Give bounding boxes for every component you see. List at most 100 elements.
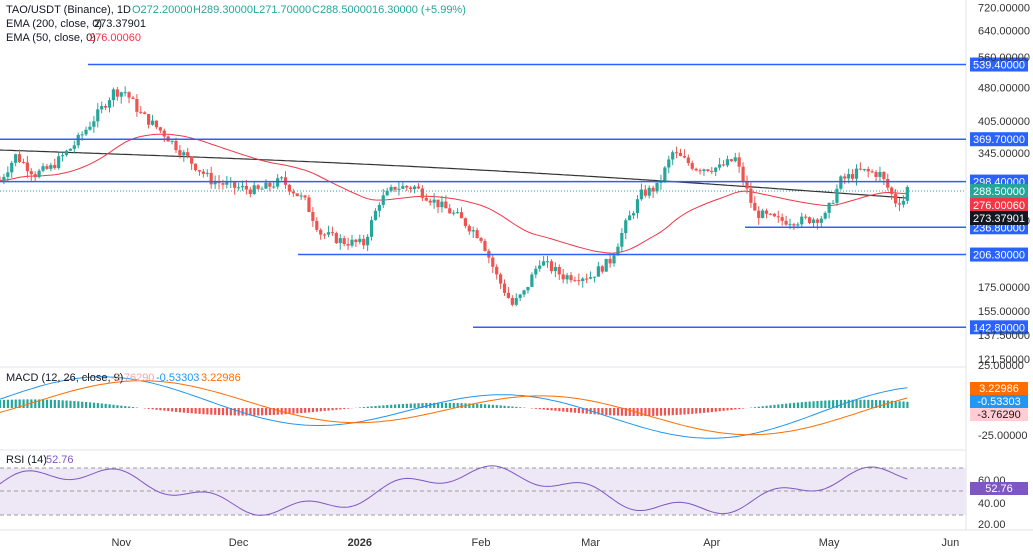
macd-hist-bar xyxy=(644,408,647,417)
macd-hist-bar xyxy=(679,408,682,415)
macd-hist-bar xyxy=(706,408,710,413)
candle-body xyxy=(60,155,65,157)
candle-body xyxy=(287,184,292,192)
level-tag-text: 206.30000 xyxy=(973,250,1025,262)
macd-hist-bar xyxy=(304,408,307,413)
candle-body xyxy=(573,280,577,282)
macd-hist-bar xyxy=(581,408,584,414)
macd-hist-bar xyxy=(800,402,803,408)
macd-hist-bar xyxy=(898,401,901,408)
macd-hist-bar xyxy=(264,408,268,416)
price-axis-tick: 720.00000 xyxy=(978,2,1030,14)
macd-hist-bar xyxy=(85,401,88,408)
macd-hist-bar xyxy=(875,400,878,408)
candle-body xyxy=(894,193,898,204)
level-tag-text: 539.40000 xyxy=(973,60,1025,72)
candle-body xyxy=(170,140,174,142)
legend-ema200-label: EMA (200, close, 0) xyxy=(6,18,102,30)
candle-body xyxy=(788,224,792,226)
candle-body xyxy=(878,171,882,177)
time-axis-label: May xyxy=(819,537,840,549)
macd-hist-bar xyxy=(440,402,444,408)
macd-tag-macd: -0.53303 xyxy=(970,395,1028,408)
candle-body xyxy=(800,216,804,225)
candle-body xyxy=(197,170,202,172)
candle-body xyxy=(147,114,151,125)
candle-body xyxy=(96,109,100,122)
macd-hist-bar xyxy=(851,399,854,408)
macd-hist-bar xyxy=(777,404,780,408)
candle-body xyxy=(882,171,886,179)
macd-hist-bar xyxy=(859,399,862,408)
candle-body xyxy=(522,290,526,295)
legend-low: L271.70000 xyxy=(253,4,311,16)
price-tag-ema200: 273.37901 xyxy=(970,211,1028,225)
macd-hist-bar xyxy=(726,408,729,411)
candle-body xyxy=(565,275,569,280)
macd-hist-bar xyxy=(202,408,205,415)
legend-change: 16.30000 (+5.99%) xyxy=(372,4,466,16)
macd-hist-bar xyxy=(315,408,318,412)
candle-body xyxy=(753,202,757,211)
candle-body xyxy=(92,121,96,127)
candle-body xyxy=(49,165,53,169)
macd-hist-bar xyxy=(452,402,455,408)
macd-hist-bar xyxy=(902,401,905,408)
candle-body xyxy=(694,168,698,171)
time-axis-label: Feb xyxy=(472,537,491,549)
macd-hist-bar xyxy=(894,400,897,408)
candle-body xyxy=(182,152,186,156)
candle-body xyxy=(299,195,303,197)
macd-hist-bar xyxy=(730,408,733,410)
candle-body xyxy=(475,230,479,239)
candle-body xyxy=(103,105,108,108)
candle-body xyxy=(244,185,248,190)
candle-body xyxy=(10,162,14,173)
macd-hist-bar xyxy=(855,399,858,408)
macd-hist-bar xyxy=(820,400,823,408)
macd-hist-bar xyxy=(331,408,334,411)
macd-hist-bar xyxy=(628,408,631,416)
candle-body xyxy=(725,159,730,166)
macd-hist-bar xyxy=(699,408,702,414)
rsi-tag: 52.76 xyxy=(970,482,1028,495)
price-tag-close: 288.50000 xyxy=(970,184,1028,198)
macd-hist-bar xyxy=(182,408,186,413)
candle-body xyxy=(780,217,784,221)
candle-body xyxy=(323,234,327,236)
macd-hist-bar xyxy=(116,405,119,408)
macd-hist-bar xyxy=(585,408,588,414)
candle-body xyxy=(381,195,385,205)
macd-hist-bar xyxy=(566,408,569,412)
level-tag xyxy=(970,320,1028,335)
macd-hist-bar xyxy=(867,399,870,408)
macd-hist-bar xyxy=(597,408,600,415)
candle-body xyxy=(45,166,49,169)
level-tag-text: 236.80000 xyxy=(973,222,1025,234)
macd-line xyxy=(0,376,908,439)
candle-body xyxy=(749,188,753,203)
macd-hist-bar xyxy=(214,408,217,415)
candle-body xyxy=(635,199,640,214)
price-axis-tick: 137.50000 xyxy=(978,330,1030,342)
macd-hist-bar xyxy=(863,399,866,408)
candle-body xyxy=(178,150,182,156)
macd-hist-bar xyxy=(26,399,29,408)
candle-body xyxy=(201,171,205,174)
candle-body xyxy=(248,189,252,194)
macd-hist-bar xyxy=(433,402,436,408)
macd-hist-bar xyxy=(491,404,494,408)
macd-hist-bar xyxy=(104,403,107,408)
macd-hist-bar xyxy=(128,406,131,408)
macd-hist-bar xyxy=(483,404,487,408)
macd-hist-bar xyxy=(550,408,553,411)
macd-hist-bar xyxy=(81,401,84,408)
macd-hist-bar xyxy=(773,404,776,408)
candle-body xyxy=(272,186,276,188)
candle-body xyxy=(686,157,690,164)
macd-hist-bar xyxy=(159,408,162,411)
candle-body xyxy=(647,187,651,196)
price-axis-tick: 121.50000 xyxy=(978,354,1030,366)
